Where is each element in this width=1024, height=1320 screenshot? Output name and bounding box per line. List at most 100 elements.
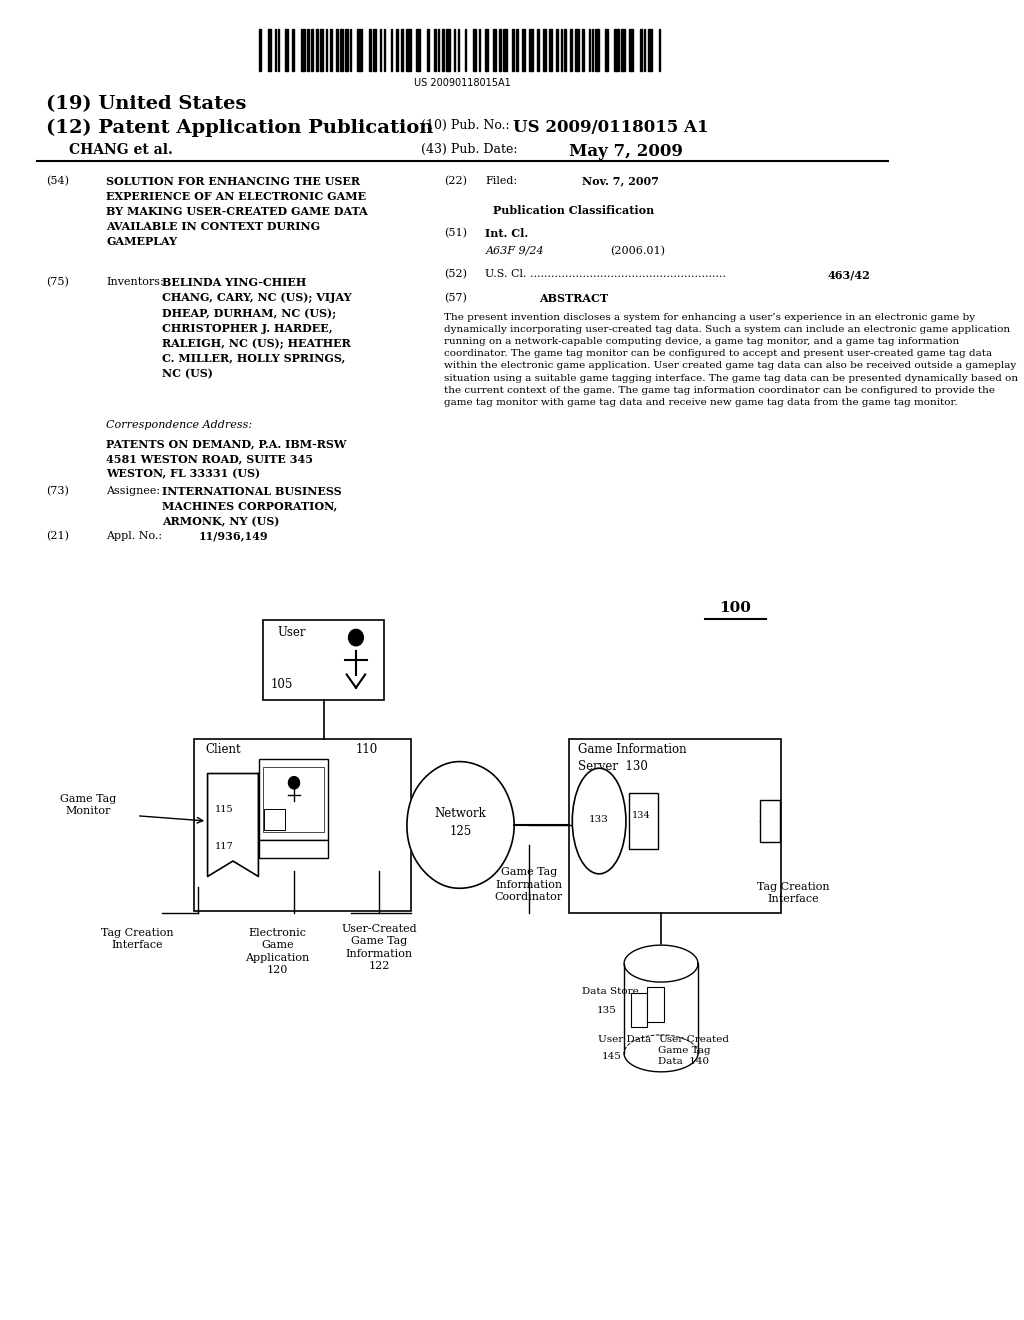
- Text: (21): (21): [46, 531, 70, 541]
- Text: A63F 9/24: A63F 9/24: [485, 246, 544, 256]
- Text: 463/42: 463/42: [827, 269, 870, 280]
- Bar: [345, 29, 348, 71]
- Text: US 2009/0118015 A1: US 2009/0118015 A1: [513, 119, 709, 136]
- FancyBboxPatch shape: [647, 987, 664, 1022]
- Text: May 7, 2009: May 7, 2009: [568, 143, 682, 160]
- Bar: [503, 29, 507, 71]
- Text: User-Created
Game Tag
Information
122: User-Created Game Tag Information 122: [341, 924, 417, 972]
- Text: SOLUTION FOR ENHANCING THE USER
EXPERIENCE OF AN ELECTRONIC GAME
BY MAKING USER-: SOLUTION FOR ENHANCING THE USER EXPERIEN…: [106, 176, 368, 247]
- Bar: [561, 29, 562, 71]
- Text: Client: Client: [205, 743, 241, 756]
- Text: Tag Creation
Interface: Tag Creation Interface: [100, 928, 173, 950]
- Ellipse shape: [572, 768, 626, 874]
- Bar: [465, 29, 466, 71]
- Bar: [446, 29, 450, 71]
- Text: (75): (75): [46, 277, 69, 288]
- Bar: [570, 29, 571, 71]
- Text: Electronic
Game
Application
120: Electronic Game Application 120: [245, 928, 309, 975]
- Bar: [605, 29, 608, 71]
- Text: 105: 105: [271, 678, 293, 692]
- Text: US 20090118015A1: US 20090118015A1: [414, 78, 511, 88]
- Bar: [274, 29, 275, 71]
- Bar: [441, 29, 443, 71]
- Text: 125: 125: [450, 825, 471, 838]
- Bar: [499, 29, 501, 71]
- Bar: [550, 29, 552, 71]
- Polygon shape: [624, 945, 698, 982]
- Text: 135: 135: [596, 1006, 616, 1015]
- Text: Tag Creation
Interface: Tag Creation Interface: [757, 882, 829, 904]
- Text: 145: 145: [602, 1052, 622, 1061]
- Text: Int. Cl.: Int. Cl.: [485, 228, 528, 239]
- Bar: [341, 29, 342, 71]
- Bar: [437, 29, 439, 71]
- FancyBboxPatch shape: [195, 739, 412, 911]
- Text: 115: 115: [214, 805, 233, 813]
- FancyBboxPatch shape: [631, 993, 647, 1027]
- Text: Nov. 7, 2007: Nov. 7, 2007: [583, 176, 659, 186]
- Bar: [538, 29, 539, 71]
- Text: 11/936,149: 11/936,149: [199, 531, 268, 541]
- Text: (43) Pub. Date:: (43) Pub. Date:: [421, 143, 517, 156]
- Bar: [401, 29, 403, 71]
- Bar: [485, 29, 488, 71]
- Bar: [330, 29, 332, 71]
- Bar: [629, 29, 633, 71]
- Bar: [259, 29, 261, 71]
- Bar: [556, 29, 558, 71]
- Bar: [315, 29, 317, 71]
- Bar: [516, 29, 518, 71]
- FancyBboxPatch shape: [629, 793, 658, 849]
- Bar: [454, 29, 455, 71]
- FancyBboxPatch shape: [259, 759, 329, 840]
- Bar: [321, 29, 323, 71]
- Bar: [592, 29, 593, 71]
- Text: Filed:: Filed:: [485, 176, 517, 186]
- Bar: [336, 29, 338, 71]
- Text: BELINDA YING-CHIEH
CHANG, CARY, NC (US); VIJAY
DHEAP, DURHAM, NC (US);
CHRISTOPH: BELINDA YING-CHIEH CHANG, CARY, NC (US);…: [162, 277, 351, 379]
- Bar: [357, 29, 362, 71]
- Bar: [301, 29, 305, 71]
- Text: 100: 100: [719, 601, 751, 615]
- Bar: [396, 29, 398, 71]
- Bar: [622, 29, 626, 71]
- Bar: [380, 29, 381, 71]
- Bar: [512, 29, 514, 71]
- FancyBboxPatch shape: [264, 809, 285, 830]
- Text: Game Information
Server  130: Game Information Server 130: [578, 743, 686, 774]
- Text: Game Tag
Information
Coordinator: Game Tag Information Coordinator: [495, 867, 563, 902]
- Text: Appl. No.:: Appl. No.:: [106, 531, 163, 541]
- Text: Inventors:: Inventors:: [106, 277, 164, 288]
- Bar: [648, 29, 652, 71]
- Text: U.S. Cl. ........................................................: U.S. Cl. ...............................…: [485, 269, 726, 280]
- Bar: [595, 29, 599, 71]
- Bar: [369, 29, 371, 71]
- Bar: [416, 29, 420, 71]
- Bar: [614, 29, 618, 71]
- Text: (12) Patent Application Publication: (12) Patent Application Publication: [46, 119, 433, 137]
- Bar: [434, 29, 435, 71]
- Bar: [644, 29, 645, 71]
- Bar: [575, 29, 580, 71]
- Polygon shape: [208, 774, 258, 876]
- Text: (22): (22): [443, 176, 467, 186]
- Text: (54): (54): [46, 176, 70, 186]
- Text: 133: 133: [589, 816, 609, 824]
- Text: ABSTRACT: ABSTRACT: [539, 293, 608, 304]
- Text: (51): (51): [443, 228, 467, 239]
- Bar: [278, 29, 279, 71]
- Bar: [285, 29, 288, 71]
- Text: (52): (52): [443, 269, 467, 280]
- Bar: [350, 29, 351, 71]
- Text: (2006.01): (2006.01): [610, 246, 666, 256]
- Bar: [373, 29, 376, 71]
- Bar: [326, 29, 327, 71]
- Bar: [310, 29, 312, 71]
- FancyBboxPatch shape: [263, 620, 384, 700]
- Text: User Data: User Data: [598, 1035, 651, 1044]
- Text: INTERNATIONAL BUSINESS
MACHINES CORPORATION,
ARMONK, NY (US): INTERNATIONAL BUSINESS MACHINES CORPORAT…: [162, 486, 341, 527]
- Text: User: User: [278, 626, 306, 639]
- Bar: [390, 29, 392, 71]
- Bar: [458, 29, 460, 71]
- Text: User-Created
Game Tag
Data  140: User-Created Game Tag Data 140: [658, 1035, 729, 1067]
